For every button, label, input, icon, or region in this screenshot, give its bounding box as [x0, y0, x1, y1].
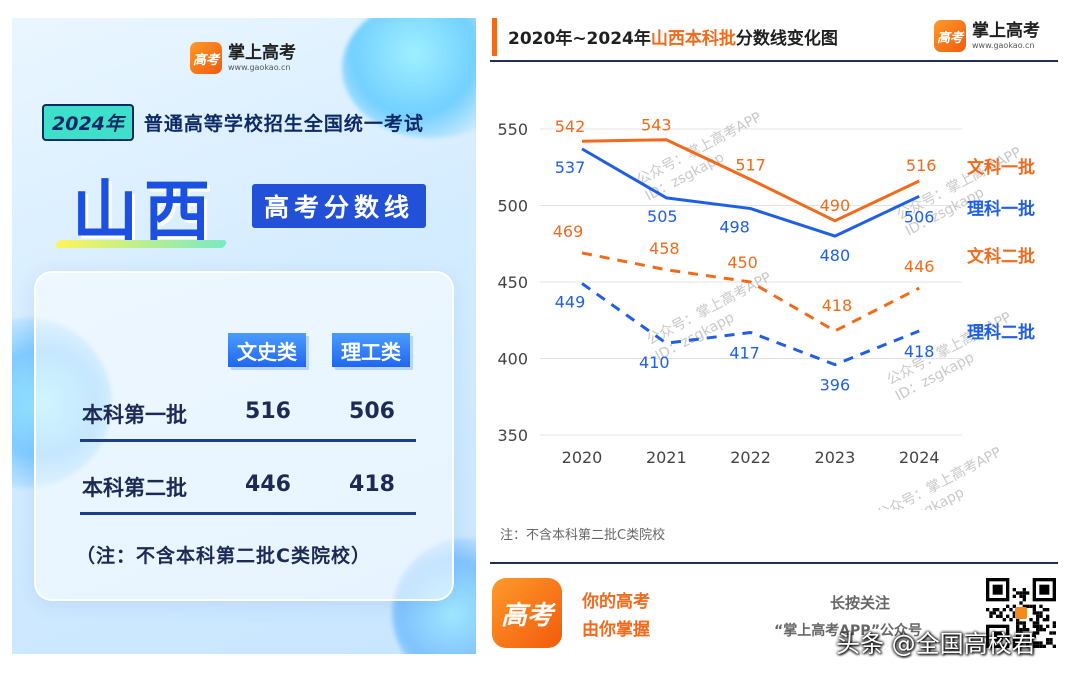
- follow-account-text: “掌上高考APP”公众号: [774, 623, 923, 639]
- score-card: 文史类 理工类 本科第一批 516 506 本科第二批 446 418 （注：不…: [34, 271, 454, 601]
- data-label: 418: [822, 296, 853, 315]
- data-label: 480: [820, 246, 851, 265]
- brand-logo-group: 高考 掌上高考 www.gaokao.cn: [934, 20, 1040, 52]
- y-tick-label: 400: [497, 350, 528, 369]
- series-name-label: 文科一批: [967, 157, 1035, 178]
- data-label: 450: [727, 253, 758, 272]
- data-label: 517: [735, 155, 766, 174]
- slogan: 你的高考 由你掌握: [582, 588, 650, 644]
- x-tick-label: 2020: [562, 448, 603, 467]
- data-label: 505: [647, 207, 678, 226]
- x-tick-label: 2023: [815, 448, 856, 467]
- series-name-label: 理科一批: [967, 198, 1035, 219]
- row-label-first-batch: 本科第一批: [82, 403, 187, 427]
- footer-divider: [490, 562, 1058, 564]
- slogan-line-1: 你的高考: [582, 592, 650, 612]
- score-wenshi-first: 516: [245, 399, 291, 424]
- data-label: 490: [820, 196, 851, 215]
- toutiao-watermark: 头条 @全国高校君: [836, 630, 1036, 658]
- series-line: [581, 138, 920, 223]
- series-line: [581, 147, 920, 238]
- brand-url: www.gaokao.cn: [228, 62, 291, 72]
- x-tick-label: 2022: [730, 448, 771, 467]
- y-tick-label: 350: [497, 426, 528, 445]
- gaokao-logo-icon: 高考: [934, 20, 966, 52]
- follow-text: 长按关注: [830, 594, 891, 612]
- line-chart: 350 400 450 500 550 2020 2021 2022 2023 2024 公众号：…: [497, 109, 1035, 510]
- score-ligong-first: 506: [349, 399, 395, 424]
- exam-year-badge: 2024年: [42, 104, 134, 141]
- series-name-label: 理科二批: [967, 322, 1035, 343]
- row-divider: [80, 512, 416, 515]
- data-label: 537: [555, 158, 586, 177]
- card-note: （注：不含本科第二批C类院校）: [76, 545, 371, 567]
- y-tick-label: 550: [497, 120, 528, 139]
- data-label: 458: [649, 239, 680, 258]
- series-line: [581, 282, 920, 367]
- data-label: 449: [555, 293, 586, 312]
- chart-footnote: 注：不含本科第二批C类院校: [500, 528, 666, 543]
- row-label-second-batch: 本科第二批: [82, 476, 187, 500]
- province-title: 山西: [72, 173, 216, 250]
- data-label: 417: [729, 343, 760, 362]
- data-label: 396: [820, 376, 851, 395]
- chart-heading: 2020年~2024年山西本科批分数线变化图: [508, 24, 838, 49]
- data-label: 446: [904, 257, 935, 276]
- data-label: 498: [719, 218, 750, 237]
- data-label: 469: [553, 222, 584, 241]
- gaokao-app-icon: 高考: [492, 578, 562, 648]
- brand-logo-group: 高考 掌上高考 www.gaokao.cn: [190, 42, 296, 74]
- y-tick-label: 500: [497, 197, 528, 216]
- brand-name: 掌上高考: [972, 20, 1040, 41]
- data-label: 542: [555, 117, 586, 136]
- data-label: 410: [639, 353, 670, 372]
- chart-heading-prefix: 2020年~2024年: [508, 29, 651, 49]
- x-tick-label: 2024: [899, 448, 940, 467]
- brand-name: 掌上高考: [228, 42, 296, 63]
- province-underline: [54, 240, 228, 248]
- data-label: 543: [641, 116, 672, 135]
- brand-url: www.gaokao.cn: [972, 40, 1035, 50]
- score-wenshi-second: 446: [245, 472, 291, 497]
- exam-title: 普通高等学校招生全国统一考试: [143, 113, 424, 135]
- gaokao-logo-icon: 高考: [190, 42, 222, 74]
- heading-divider: [490, 60, 1058, 62]
- chart-heading-highlight: 山西本科批: [650, 29, 736, 49]
- subtitle-badge: 高考分数线: [252, 184, 427, 228]
- col-header-wenshi: 文史类: [228, 333, 306, 367]
- chart-heading-suffix: 分数线变化图: [735, 29, 838, 49]
- row-divider: [80, 439, 416, 442]
- series-line: [581, 251, 920, 333]
- data-label: 516: [906, 156, 937, 175]
- slogan-line-2: 由你掌握: [582, 620, 650, 640]
- score-ligong-second: 418: [349, 472, 395, 497]
- exam-banner: 2024年 普通高等学校招生全国统一考试: [42, 104, 424, 141]
- series-name-label: 文科二批: [967, 246, 1035, 267]
- heading-accent-bar: [492, 18, 497, 56]
- poster-panel: 高考 掌上高考 www.gaokao.cn 2024年 普通高等学校招生全国统一…: [12, 18, 476, 654]
- qr-code-icon[interactable]: [986, 578, 1056, 648]
- x-tick-label: 2021: [646, 448, 687, 467]
- col-header-ligong: 理工类: [332, 333, 410, 367]
- data-label: 506: [904, 207, 935, 226]
- grid-layer: 350 400 450 500 550 2020 2021 2022 2023 2024: [497, 120, 962, 467]
- label-layer: 542 543 517 490 516 文科一批 537 505 498 480 506 理科一批 46…: [553, 116, 1035, 395]
- data-label: 418: [904, 342, 935, 361]
- y-tick-label: 450: [497, 273, 528, 292]
- series-layer: [581, 138, 920, 367]
